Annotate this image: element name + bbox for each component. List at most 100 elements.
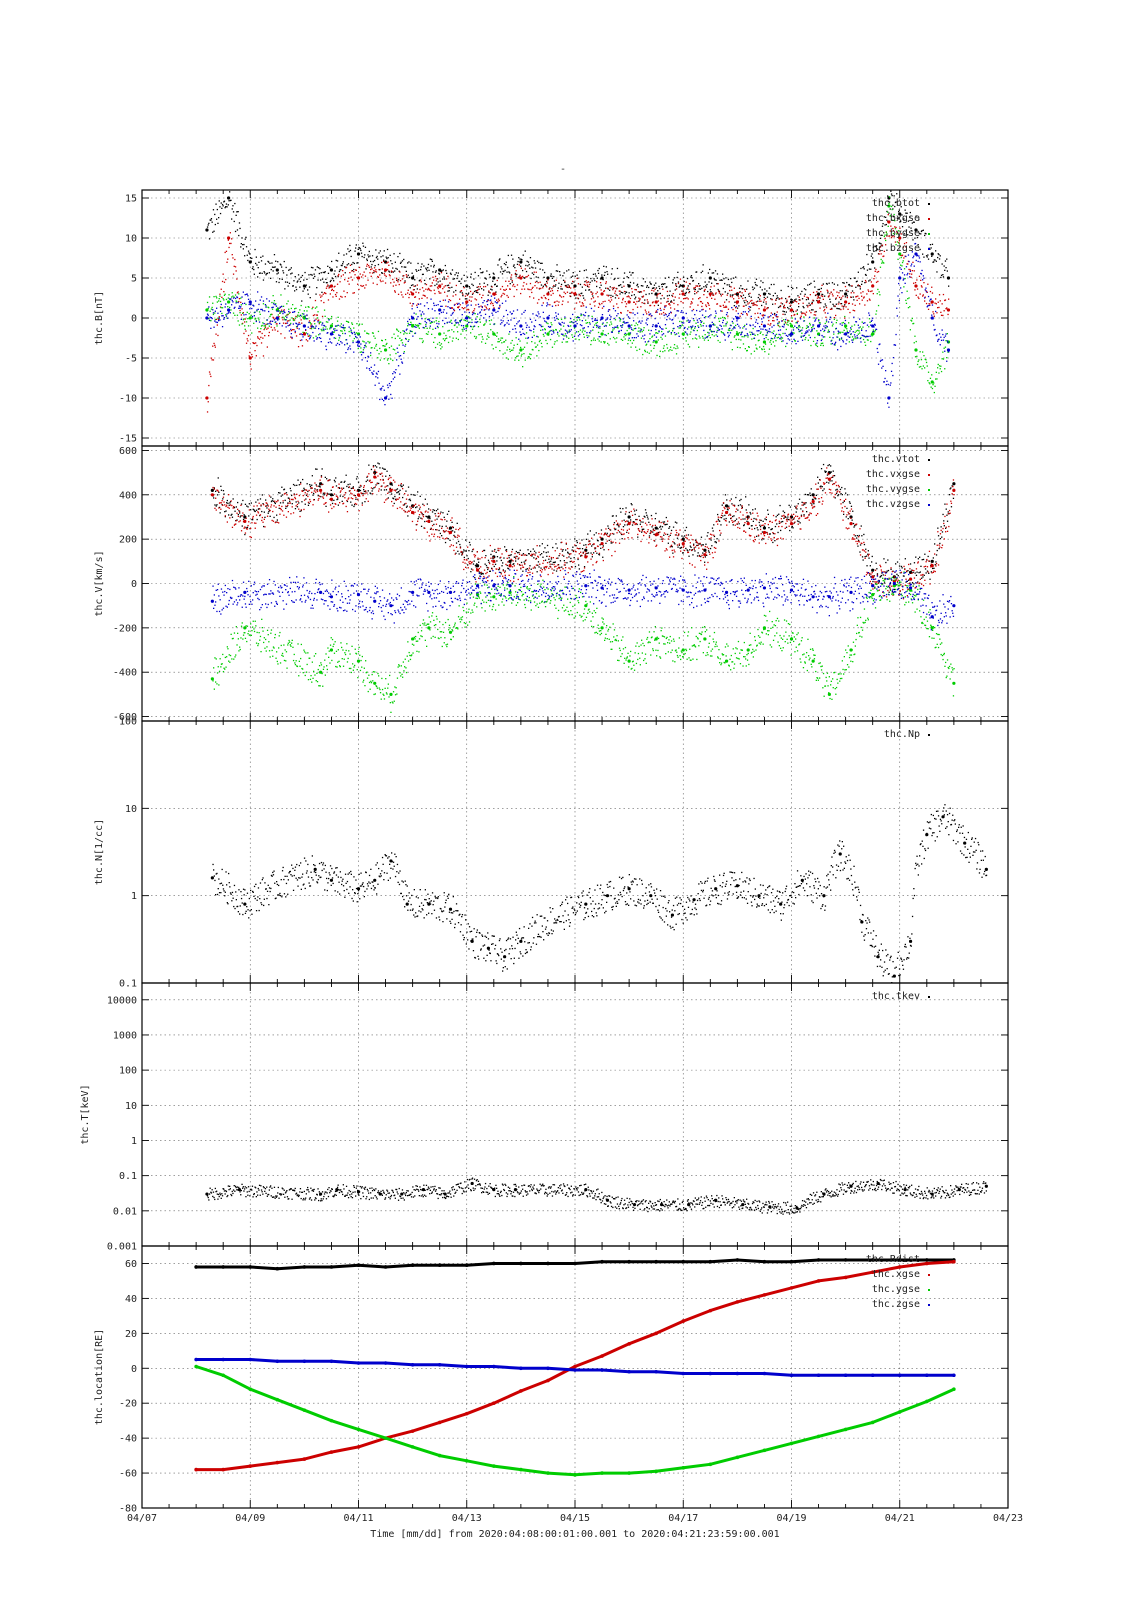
scatter-dot <box>607 317 609 319</box>
scatter-dot <box>536 344 539 346</box>
scatter-dot <box>244 321 246 323</box>
scatter-dot <box>583 336 585 338</box>
scatter-dot <box>415 313 417 315</box>
scatter-dot <box>922 253 924 255</box>
scatter-dot <box>755 319 758 321</box>
scatter-dot <box>720 293 722 295</box>
scatter-dot <box>213 230 215 232</box>
scatter-dot <box>262 310 264 312</box>
scatter-dot <box>362 351 365 354</box>
scatter-dot <box>494 292 496 294</box>
scatter-dot <box>742 297 744 300</box>
scatter-dot <box>741 331 743 333</box>
scatter-dot <box>445 305 447 307</box>
scatter-dot <box>596 319 598 321</box>
scatter-dot <box>655 311 657 313</box>
scatter-dot <box>888 201 891 203</box>
scatter-dot <box>892 232 895 235</box>
scatter-dot <box>228 514 230 516</box>
scatter-dot <box>488 315 491 318</box>
scatter-dot <box>881 225 884 227</box>
scatter-dot <box>736 346 739 348</box>
scatter-dot <box>291 494 293 497</box>
scatter-dot <box>857 324 859 326</box>
scatter-dot <box>623 322 626 324</box>
scatter-dot <box>208 222 210 224</box>
scatter-dot <box>296 327 298 329</box>
scatter-dot <box>665 305 667 307</box>
scatter-dot <box>510 349 513 351</box>
scatter-dot <box>918 359 920 361</box>
scatter-dot <box>785 311 787 313</box>
scatter-dot <box>477 289 479 291</box>
scatter-dot <box>289 268 291 271</box>
scatter-dot <box>471 293 474 295</box>
scatter-dot <box>302 336 304 338</box>
scatter-dot <box>322 293 324 295</box>
scatter-dot <box>394 270 396 272</box>
scatter-dot <box>433 264 435 266</box>
scatter-dot <box>293 280 295 282</box>
scatter-dot <box>316 337 318 339</box>
scatter-dot <box>275 318 277 320</box>
scatter-dot <box>583 327 585 329</box>
scatter-dot <box>585 306 587 308</box>
scatter-dot <box>727 278 730 281</box>
scatter-dot <box>855 295 858 298</box>
scatter-dot <box>659 313 661 315</box>
scatter-dot <box>824 322 826 325</box>
scatter-dot <box>373 364 376 366</box>
scatter-dot <box>727 292 729 295</box>
scatter-dot <box>523 333 526 335</box>
scatter-dot <box>669 304 671 306</box>
scatter-dot <box>293 319 295 322</box>
scatter-dot <box>700 321 702 323</box>
scatter-dot <box>254 510 256 513</box>
scatter-dot <box>844 315 846 318</box>
scatter-dot <box>444 299 446 301</box>
scatter-dot <box>310 266 313 269</box>
scatter-dot <box>473 325 476 327</box>
scatter-dot <box>381 272 383 274</box>
scatter-dot <box>666 315 669 318</box>
scatter-dot <box>550 294 552 296</box>
scatter-dot <box>425 288 427 290</box>
scatter-dot <box>397 330 400 332</box>
scatter-dot <box>758 293 760 296</box>
scatter-dot <box>391 271 393 273</box>
scatter-dot <box>772 338 774 340</box>
scatter-dot <box>672 279 674 281</box>
scatter-dot <box>318 322 320 324</box>
scatter-dot <box>916 255 918 257</box>
scatter-dot <box>470 300 472 302</box>
scatter-dot <box>751 302 753 304</box>
scatter-dot <box>619 290 621 292</box>
scatter-dot <box>512 310 515 312</box>
scatter-dot <box>357 248 359 250</box>
scatter-dot <box>363 271 365 273</box>
scatter-dot <box>301 300 303 302</box>
scatter-dot <box>273 300 276 302</box>
scatter-dot <box>232 211 235 213</box>
scatter-dot <box>592 320 594 323</box>
scatter-dot <box>879 242 881 244</box>
scatter-dot <box>625 322 628 324</box>
scatter-dot <box>892 357 895 359</box>
scatter-dot <box>784 307 786 309</box>
scatter-dot <box>263 325 265 327</box>
scatter-dot <box>207 307 209 310</box>
scatter-dot <box>557 287 559 289</box>
scatter-dot <box>344 327 346 329</box>
scatter-dot <box>359 351 361 353</box>
scatter-dot <box>315 325 317 327</box>
scatter-dot <box>361 359 363 361</box>
scatter-dot <box>523 281 525 284</box>
scatter-dot <box>843 329 845 331</box>
scatter-dot <box>636 284 638 287</box>
scatter-dot <box>713 278 715 280</box>
scatter-dot <box>691 277 693 279</box>
scatter-dot <box>706 336 708 338</box>
scatter-dot <box>857 285 859 287</box>
data-point <box>248 300 252 304</box>
scatter-dot <box>215 295 217 298</box>
